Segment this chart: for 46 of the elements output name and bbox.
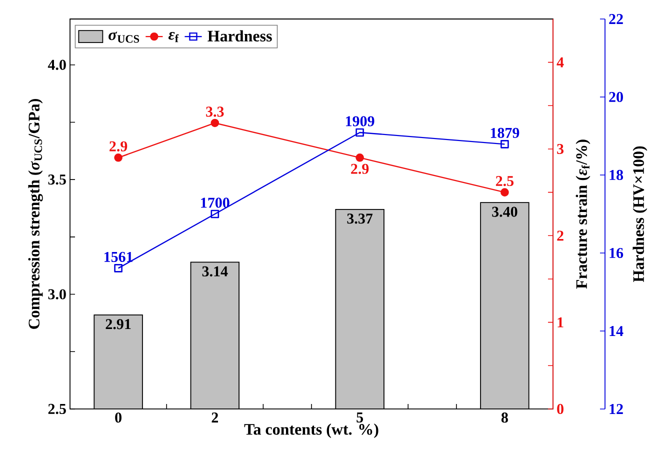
- x-tick-label: 8: [501, 412, 508, 423]
- y-tick-label: 2.5: [48, 404, 66, 414]
- y3-tick-label: 22: [609, 14, 623, 24]
- data-label: 3.14: [202, 266, 228, 277]
- y2-tick-label: 4: [556, 57, 564, 68]
- y3-tick-label: 20: [609, 92, 623, 102]
- y2-tick-label: 3: [557, 144, 564, 154]
- data-label: 3.37: [347, 214, 373, 224]
- y3-tick-label: 14: [610, 326, 624, 336]
- y3-axis-title: Hardness (HV×100): [632, 146, 648, 282]
- point: [356, 154, 364, 162]
- legend-label: Hardness: [208, 30, 272, 42]
- data-label: 2.9: [351, 164, 369, 174]
- point: [210, 210, 220, 218]
- data-label: 2.9: [110, 141, 128, 152]
- y2-axis-title: Fracture strain (ε$_{f}$/%): [576, 140, 590, 289]
- point: [114, 154, 122, 162]
- point: [500, 188, 509, 196]
- x-tick-label: 2: [212, 412, 218, 422]
- y-axis-title: Compression strength (σ$_{UCS}$/GPa): [28, 99, 43, 329]
- data-label: 3.40: [492, 206, 518, 217]
- data-label: 2.5: [496, 176, 514, 186]
- point: [500, 140, 509, 148]
- y3-tick-label: 12: [610, 404, 623, 414]
- y-tick-label: 3.0: [48, 289, 66, 300]
- x-tick-label: 5: [356, 412, 364, 422]
- y3-tick-label: 16: [610, 248, 624, 258]
- y-tick-label: 4.0: [48, 60, 66, 70]
- x-tick-label: 0: [115, 412, 122, 423]
- x-axis-title: Ta contents (wt. %): [244, 424, 378, 438]
- data-label: 3.3: [206, 106, 224, 117]
- data-label: 2.91: [106, 319, 131, 330]
- legend-label: σ$_{UCS}$: [108, 32, 140, 43]
- y2-tick-label: 0: [557, 404, 564, 414]
- y3-tick-label: 18: [610, 170, 624, 180]
- legend-label: ε$_{f}$: [168, 32, 179, 42]
- point: [356, 128, 364, 137]
- y-tick-label: 3.5: [48, 174, 66, 185]
- point: [210, 118, 220, 128]
- y2-tick-label: 2: [557, 230, 564, 241]
- annotation: 1561: [104, 252, 133, 262]
- annotation: 1700: [201, 198, 230, 208]
- y2-tick-label: 1: [558, 317, 564, 328]
- annotation: 1879: [490, 128, 520, 138]
- point: [114, 264, 122, 272]
- annotation: 1909: [346, 116, 374, 126]
